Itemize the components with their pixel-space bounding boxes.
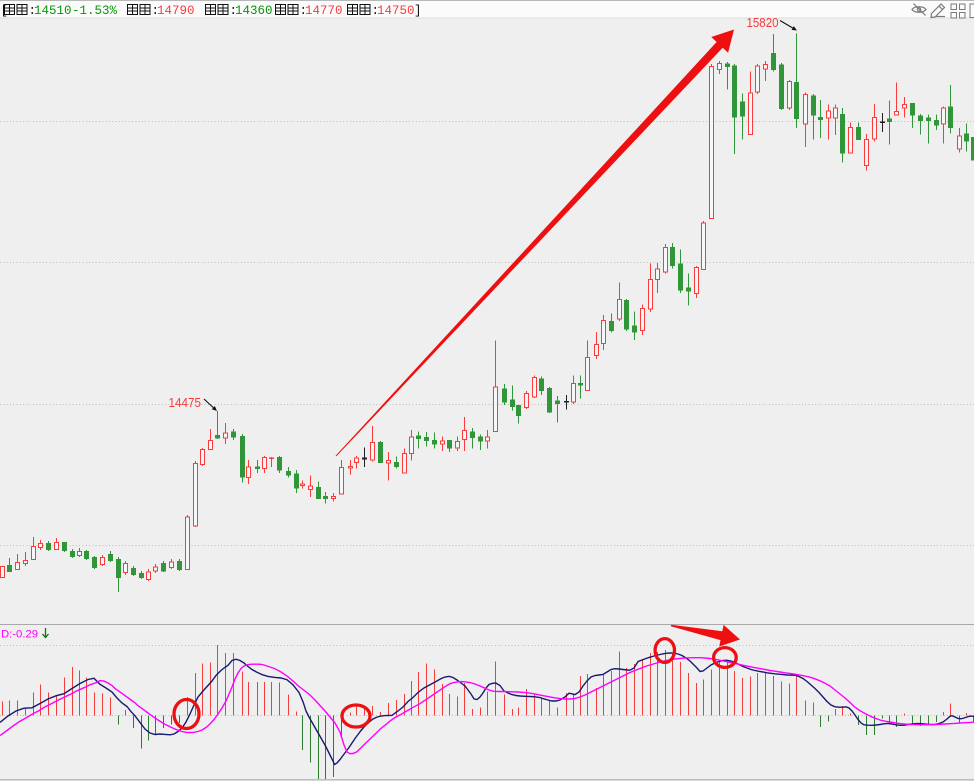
svg-text:14750: 14750 bbox=[377, 4, 415, 18]
svg-text:14770: 14770 bbox=[305, 4, 343, 18]
svg-text::: : bbox=[152, 4, 160, 18]
svg-text:15820: 15820 bbox=[747, 15, 779, 30]
svg-text:D:-0.29: D:-0.29 bbox=[1, 629, 38, 641]
svg-text::: : bbox=[29, 4, 37, 18]
svg-text:14360: 14360 bbox=[235, 4, 273, 18]
svg-text::: : bbox=[230, 4, 238, 18]
svg-text:14790: 14790 bbox=[157, 4, 195, 18]
svg-text::: : bbox=[372, 4, 380, 18]
svg-text:14475: 14475 bbox=[169, 395, 202, 410]
svg-text:14510: 14510 bbox=[34, 4, 72, 18]
svg-text:-1.53%: -1.53% bbox=[72, 4, 118, 18]
svg-text:]: ] bbox=[414, 4, 422, 18]
svg-text::: : bbox=[300, 4, 308, 18]
